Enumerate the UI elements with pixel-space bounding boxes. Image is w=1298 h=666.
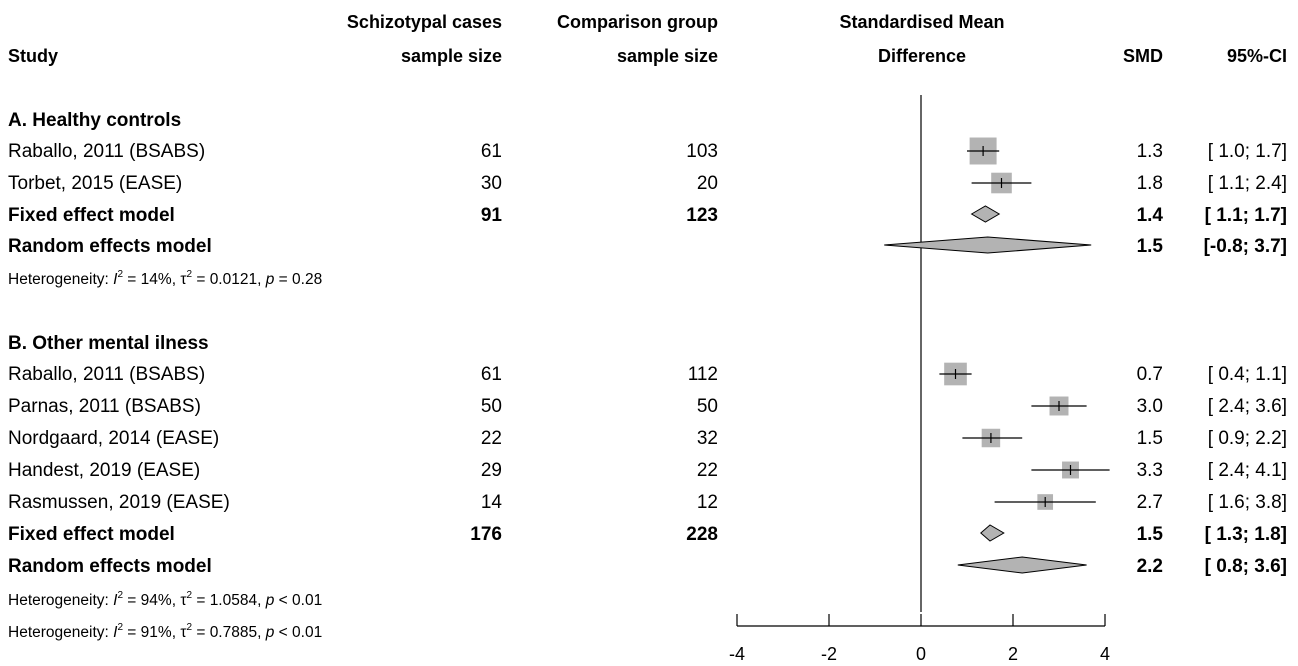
study-smd: 3.0 xyxy=(1137,396,1163,417)
study-comparison: 112 xyxy=(688,364,718,385)
study-smd: 1.8 xyxy=(1137,173,1163,194)
study-cases: 14 xyxy=(481,492,503,513)
het-i2: 91% xyxy=(141,624,172,641)
study-comparison: 103 xyxy=(686,141,718,162)
het-i2: 14% xyxy=(141,271,172,288)
x-tick-label: -2 xyxy=(821,644,837,664)
het-p-rel: < xyxy=(279,624,288,641)
study-ci: [ 1.0; 1.7] xyxy=(1208,141,1287,162)
study-name: Raballo, 2011 (BSABS) xyxy=(8,141,205,162)
study-comparison: 22 xyxy=(697,460,718,481)
header-effect-line2: Difference xyxy=(878,46,966,66)
study-smd: 3.3 xyxy=(1137,460,1163,481)
fixed-cases: 91 xyxy=(481,205,503,226)
het-prefix: Heterogeneity: xyxy=(8,592,113,609)
study-name: Handest, 2019 (EASE) xyxy=(8,460,200,481)
header-study: Study xyxy=(8,46,58,66)
header-comparison-line1: Comparison group xyxy=(557,12,718,32)
study-smd: 1.5 xyxy=(1137,428,1163,449)
study-smd: 2.7 xyxy=(1137,492,1163,513)
random-label: Random effects model xyxy=(8,556,212,577)
study-cases: 50 xyxy=(481,396,502,417)
study-cases: 22 xyxy=(481,428,502,449)
heterogeneity-line: Heterogeneity: I2 = 94%, τ2 = 1.0584, p … xyxy=(8,590,322,609)
heterogeneity-line: Heterogeneity: I2 = 91%, τ2 = 0.7885, p … xyxy=(8,622,322,641)
x-tick-label: 2 xyxy=(1008,644,1018,664)
study-cases: 61 xyxy=(481,364,502,385)
fixed-cases: 176 xyxy=(470,524,502,545)
study-ci: [ 0.9; 2.2] xyxy=(1208,428,1287,449)
study-comparison: 20 xyxy=(697,173,718,194)
group-title-a: A. Healthy controls xyxy=(8,110,181,131)
fixed-label: Fixed effect model xyxy=(8,524,175,545)
het-p: 0.28 xyxy=(292,271,322,288)
study-name: Rasmussen, 2019 (EASE) xyxy=(8,492,230,513)
x-tick-label: 0 xyxy=(916,644,926,664)
fixed-effect-diamond xyxy=(980,524,1005,542)
fixed-effect-diamond xyxy=(970,205,1001,223)
het-prefix: Heterogeneity: xyxy=(8,271,113,288)
het-tau2: 0.0121 xyxy=(210,271,257,288)
fixed-ci: [ 1.1; 1.7] xyxy=(1205,205,1287,226)
study-comparison: 50 xyxy=(697,396,718,417)
fixed-ci: [ 1.3; 1.8] xyxy=(1205,524,1287,545)
x-tick-label: 4 xyxy=(1100,644,1110,664)
het-prefix: Heterogeneity: xyxy=(8,624,113,641)
x-tick-label: -4 xyxy=(729,644,745,664)
header-cases-line2: sample size xyxy=(401,46,502,66)
fixed-smd: 1.4 xyxy=(1137,205,1164,226)
study-smd: 1.3 xyxy=(1137,141,1163,162)
study-smd: 0.7 xyxy=(1137,364,1163,385)
study-cases: 29 xyxy=(481,460,502,481)
het-tau2: 0.7885 xyxy=(210,624,257,641)
study-ci: [ 0.4; 1.1] xyxy=(1208,364,1287,385)
het-i2: 94% xyxy=(141,592,172,609)
study-ci: [ 2.4; 3.6] xyxy=(1208,396,1287,417)
random-ci: [ 0.8; 3.6] xyxy=(1205,556,1287,577)
study-name: Torbet, 2015 (EASE) xyxy=(8,173,182,194)
fixed-label: Fixed effect model xyxy=(8,205,175,226)
random-smd: 2.2 xyxy=(1137,556,1163,577)
header-comparison-line2: sample size xyxy=(617,46,718,66)
random-label: Random effects model xyxy=(8,236,212,257)
fixed-comparison: 123 xyxy=(686,205,718,226)
header-ci: 95%-CI xyxy=(1227,46,1287,66)
study-name: Nordgaard, 2014 (EASE) xyxy=(8,428,219,449)
random-effects-diamond xyxy=(957,556,1087,574)
study-name: Parnas, 2011 (BSABS) xyxy=(8,396,201,417)
heterogeneity-line: Heterogeneity: I2 = 14%, τ2 = 0.0121, p … xyxy=(8,269,322,288)
study-ci: [ 2.4; 4.1] xyxy=(1208,460,1287,481)
het-tau2: 1.0584 xyxy=(210,592,258,609)
study-comparison: 32 xyxy=(697,428,718,449)
study-ci: [ 1.1; 2.4] xyxy=(1208,173,1287,194)
fixed-smd: 1.5 xyxy=(1137,524,1164,545)
forest-marks: -4 -2 0 2 4 xyxy=(729,95,1110,664)
random-smd: 1.5 xyxy=(1137,236,1164,257)
het-p-rel: < xyxy=(279,592,288,609)
random-ci: [-0.8; 3.7] xyxy=(1204,236,1287,257)
header-smd: SMD xyxy=(1123,46,1163,66)
study-cases: 30 xyxy=(481,173,502,194)
study-name: Raballo, 2011 (BSABS) xyxy=(8,364,205,385)
study-comparison: 12 xyxy=(697,492,718,513)
group-title-b: B. Other mental ilness xyxy=(8,333,209,354)
het-p: 0.01 xyxy=(292,624,322,641)
study-ci: [ 1.6; 3.8] xyxy=(1208,492,1287,513)
study-cases: 61 xyxy=(481,141,502,162)
fixed-comparison: 228 xyxy=(686,524,718,545)
header-effect-line1: Standardised Mean xyxy=(839,12,1004,32)
header-cases-line1: Schizotypal cases xyxy=(347,12,502,32)
het-p-rel: = xyxy=(279,271,288,288)
het-p: 0.01 xyxy=(292,592,322,609)
random-effects-diamond xyxy=(884,236,1092,254)
